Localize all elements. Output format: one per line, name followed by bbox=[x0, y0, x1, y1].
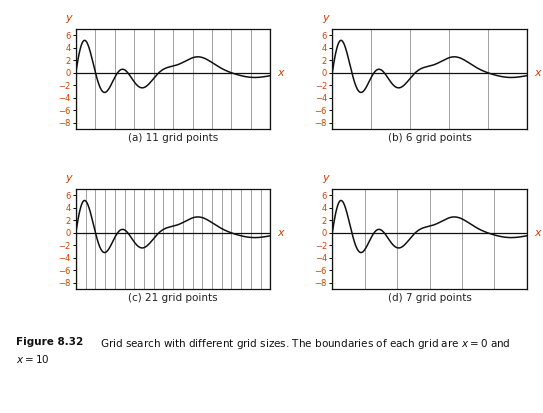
Text: $y$: $y$ bbox=[65, 173, 74, 185]
Text: $x$: $x$ bbox=[277, 228, 286, 238]
X-axis label: (b) 6 grid points: (b) 6 grid points bbox=[388, 133, 471, 143]
Text: $y$: $y$ bbox=[65, 13, 74, 25]
X-axis label: (d) 7 grid points: (d) 7 grid points bbox=[388, 293, 471, 303]
Text: $x$: $x$ bbox=[277, 68, 286, 78]
Text: $y$: $y$ bbox=[321, 13, 331, 25]
Text: $x$: $x$ bbox=[534, 68, 542, 78]
X-axis label: (a) 11 grid points: (a) 11 grid points bbox=[128, 133, 218, 143]
Text: $y$: $y$ bbox=[321, 173, 331, 185]
Text: $x$: $x$ bbox=[534, 228, 542, 238]
X-axis label: (c) 21 grid points: (c) 21 grid points bbox=[128, 293, 218, 303]
Text: Figure 8.32: Figure 8.32 bbox=[16, 337, 84, 347]
Text: $x = 10$: $x = 10$ bbox=[16, 353, 50, 365]
Text: Grid search with different grid sizes. The boundaries of each grid are $x = 0$ a: Grid search with different grid sizes. T… bbox=[100, 337, 511, 351]
